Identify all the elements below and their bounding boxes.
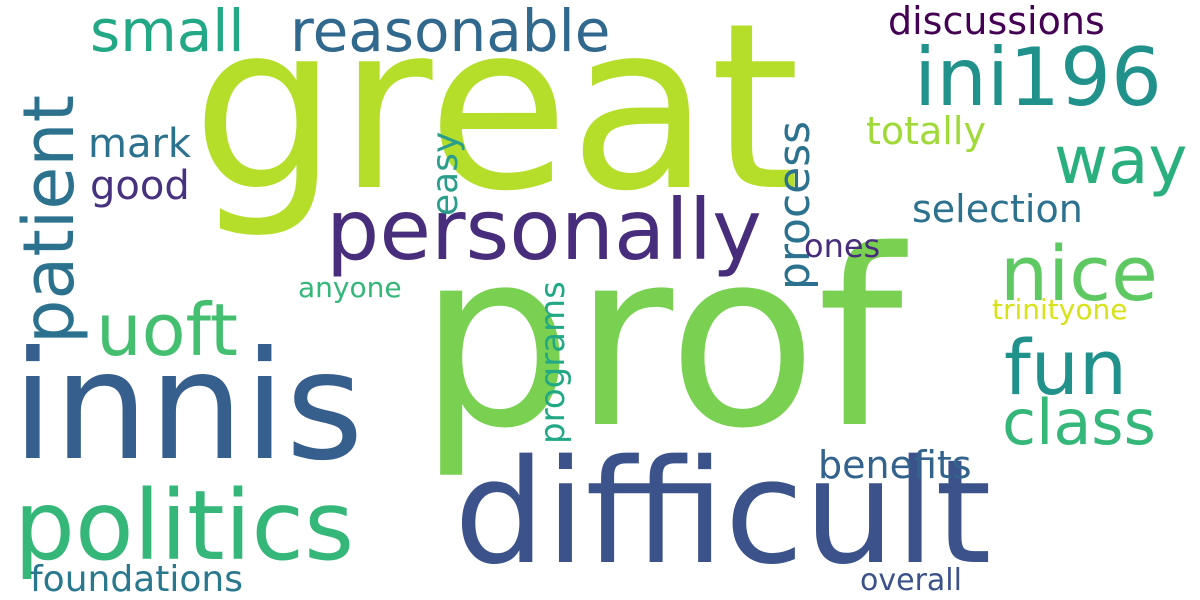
word-totally: totally (866, 109, 986, 153)
word-benefits: benefits (818, 443, 972, 487)
word-programs: programs (533, 281, 573, 444)
word-ini196: ini196 (914, 31, 1162, 124)
word-good: good (90, 163, 190, 209)
word-uoft: uoft (96, 288, 238, 372)
word-selection: selection (912, 187, 1083, 231)
word-personally: personally (326, 181, 762, 279)
word-nice: nice (1000, 229, 1158, 318)
word-way: way (1054, 122, 1188, 199)
word-overall: overall (860, 563, 962, 598)
word-innis: innis (12, 320, 364, 494)
word-ones: ones (804, 227, 881, 265)
word-small: small (90, 0, 245, 65)
word-reasonable: reasonable (290, 0, 611, 65)
word-anyone: anyone (298, 271, 402, 304)
word-easy: easy (425, 131, 466, 216)
word-great: great (192, 0, 801, 242)
word-difficult: difficult (454, 428, 992, 596)
word-discussions: discussions (888, 0, 1105, 43)
word-patient: patient (8, 94, 90, 344)
word-politics: politics (14, 470, 355, 582)
word-trinityone: trinityone (992, 293, 1128, 326)
word-class: class (1002, 386, 1156, 459)
word-foundations: foundations (30, 559, 243, 600)
word-fun: fun (1004, 323, 1128, 412)
word-mark: mark (88, 121, 192, 167)
word-prof: prof (418, 198, 904, 482)
